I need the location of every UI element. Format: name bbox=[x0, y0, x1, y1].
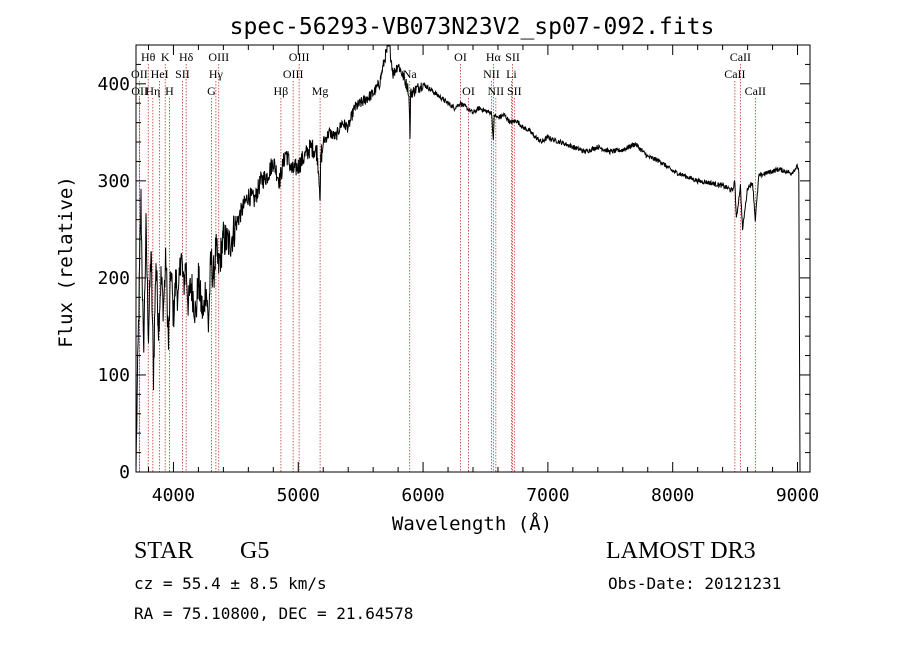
survey-name: LAMOST DR3 bbox=[606, 538, 756, 564]
spectral-line-label-11: G bbox=[207, 84, 216, 98]
spectrum-line bbox=[135, 44, 801, 473]
x-tick-label: 5000 bbox=[277, 485, 320, 506]
spectral-line-label-12: Hβ bbox=[274, 84, 289, 98]
spectral-line-label-2: OII bbox=[131, 84, 148, 98]
redshift-cz: cz = 55.4 ± 8.5 km/s bbox=[134, 574, 327, 593]
y-tick-label: 200 bbox=[97, 268, 130, 289]
spectral-line-label-5: K bbox=[161, 50, 170, 64]
spectral-line-label-19: Hα bbox=[486, 50, 502, 64]
spectral-line-label-3: Hη bbox=[145, 84, 160, 98]
x-tick-label: 4000 bbox=[152, 485, 195, 506]
spectral-line-label-9: OIII bbox=[208, 50, 229, 64]
x-tick-label: 9000 bbox=[776, 485, 819, 506]
spectral-line-label-8: Hδ bbox=[179, 50, 194, 64]
spectral-line-label-0: Hθ bbox=[141, 50, 156, 64]
spectral-line-label-27: CaII bbox=[745, 84, 766, 98]
spectral-line-markers bbox=[138, 64, 756, 472]
y-tick-label: 0 bbox=[119, 462, 130, 483]
object-subclass: G5 bbox=[240, 538, 270, 564]
spectral-line-label-4: HeI bbox=[151, 67, 169, 81]
x-axis-ticks: 4000 5000 6000 7000 8000 9000 bbox=[147, 45, 819, 506]
plot-frame bbox=[135, 44, 811, 473]
spectral-line-label-15: Mg bbox=[312, 84, 329, 98]
spectral-line-label-7: SII bbox=[175, 67, 190, 81]
y-axis-ticks: 0 100 200 300 400 bbox=[97, 44, 810, 483]
chart-title: spec-56293-VB073N23V2_sp07-092.fits bbox=[230, 14, 715, 40]
obs-date: Obs-Date: 20121231 bbox=[608, 574, 782, 593]
spectral-line-label-16: Na bbox=[403, 67, 418, 81]
y-tick-label: 100 bbox=[97, 365, 130, 386]
spectral-line-label-14: OIII bbox=[283, 67, 304, 81]
ra-dec: RA = 75.10800, DEC = 21.64578 bbox=[134, 604, 414, 623]
spectral-line-label-6: H bbox=[165, 84, 174, 98]
spectral-line-label-20: NII bbox=[483, 67, 500, 81]
x-tick-label: 8000 bbox=[651, 485, 694, 506]
spectral-line-label-17: OI bbox=[454, 50, 467, 64]
spectral-line-label-22: SII bbox=[505, 50, 520, 64]
y-axis-label: Flux (relative) bbox=[55, 176, 77, 348]
y-tick-label: 400 bbox=[97, 74, 130, 95]
spectral-line-label-26: CaII bbox=[724, 67, 745, 81]
spectral-line-label-13: OIII bbox=[289, 50, 310, 64]
x-tick-label: 6000 bbox=[401, 485, 444, 506]
spectral-line-label-21: NII bbox=[488, 84, 505, 98]
spectral-line-label-18: OI bbox=[462, 84, 475, 98]
x-tick-label: 7000 bbox=[526, 485, 569, 506]
spectral-line-label-24: SII bbox=[507, 84, 522, 98]
object-class: STAR bbox=[134, 538, 194, 564]
y-tick-label: 300 bbox=[97, 171, 130, 192]
x-axis-label: Wavelength (Å) bbox=[392, 512, 552, 535]
spectral-line-label-10: Hγ bbox=[209, 67, 224, 81]
spectral-line-label-1: OII bbox=[131, 67, 148, 81]
spectral-line-label-25: CaII bbox=[730, 50, 751, 64]
spectral-line-label-23: Li bbox=[506, 67, 517, 81]
